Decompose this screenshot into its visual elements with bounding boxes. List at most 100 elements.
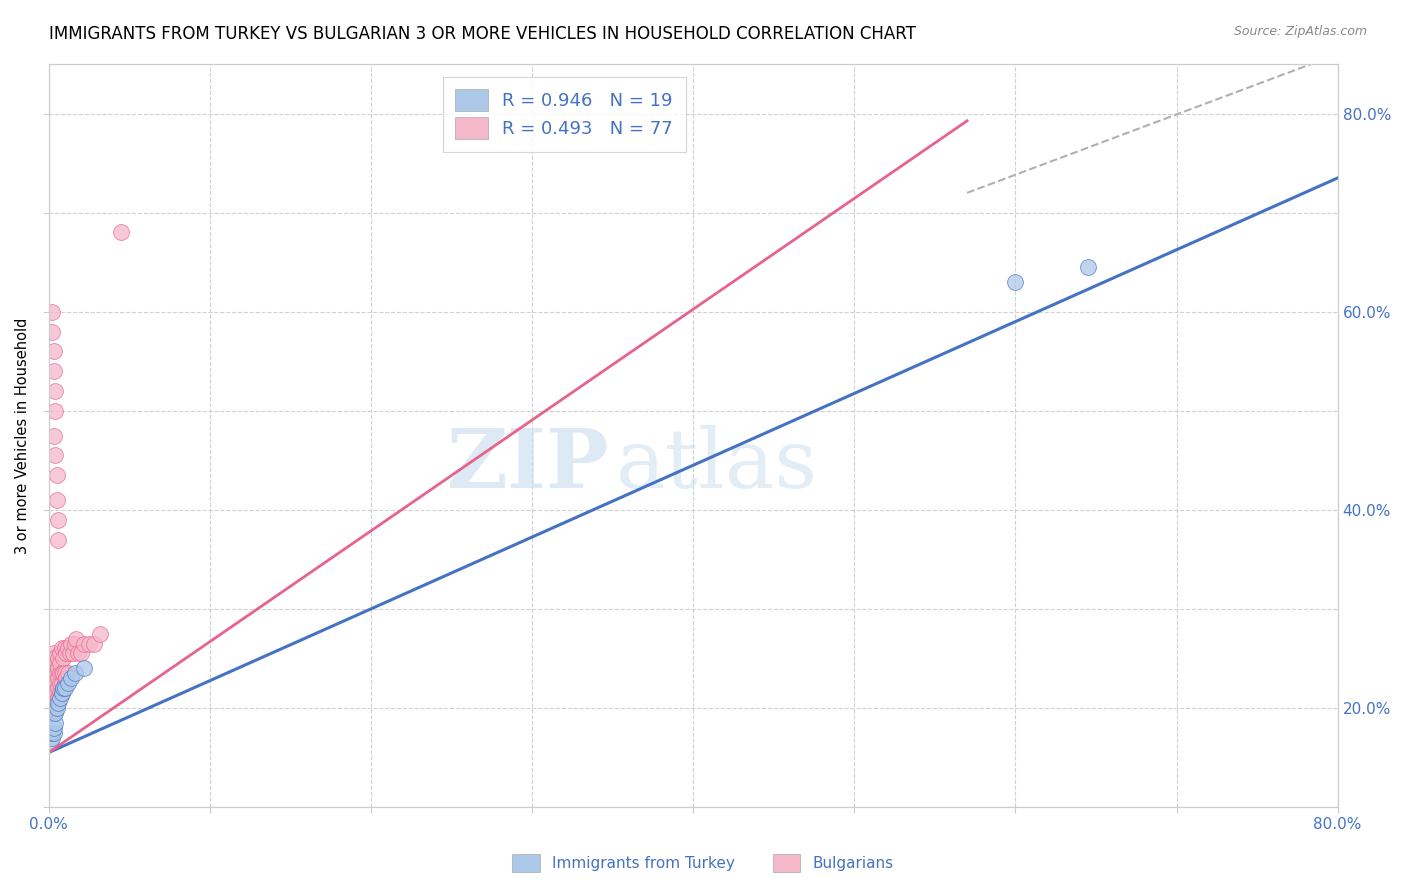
Point	[53, 666, 76, 681]
Text: atlas: atlas	[616, 425, 818, 505]
Point	[45, 666, 67, 681]
Point	[45, 676, 67, 690]
Point	[56, 676, 79, 690]
Point	[65, 632, 87, 646]
Point	[41, 731, 63, 745]
Point	[63, 636, 86, 650]
Point	[44, 384, 66, 398]
Point	[73, 661, 96, 675]
Point	[59, 647, 82, 661]
Point	[55, 647, 77, 661]
Point	[110, 226, 132, 240]
Point	[49, 676, 72, 690]
Point	[56, 666, 79, 681]
Point	[62, 647, 84, 661]
Legend: Immigrants from Turkey, Bulgarians: Immigrants from Turkey, Bulgarians	[505, 846, 901, 880]
Point	[89, 626, 111, 640]
Point	[48, 696, 70, 710]
Text: IMMIGRANTS FROM TURKEY VS BULGARIAN 3 OR MORE VEHICLES IN HOUSEHOLD CORRELATION : IMMIGRANTS FROM TURKEY VS BULGARIAN 3 OR…	[49, 25, 917, 43]
Y-axis label: 3 or more Vehicles in Household: 3 or more Vehicles in Household	[15, 318, 30, 554]
Point	[44, 448, 66, 462]
Point	[53, 641, 76, 656]
Point	[52, 666, 75, 681]
Point	[42, 706, 65, 720]
Point	[41, 725, 63, 739]
Point	[53, 676, 76, 690]
Point	[45, 657, 67, 671]
Text: Source: ZipAtlas.com: Source: ZipAtlas.com	[1233, 25, 1367, 38]
Point	[66, 647, 89, 661]
Point	[60, 671, 83, 685]
Point	[49, 647, 72, 661]
Point	[49, 686, 72, 700]
Point	[51, 666, 73, 681]
Point	[42, 647, 65, 661]
Point	[48, 661, 70, 675]
Point	[39, 686, 62, 700]
Point	[41, 671, 63, 685]
Point	[45, 492, 67, 507]
Point	[83, 636, 105, 650]
Point	[41, 686, 63, 700]
Point	[44, 691, 66, 706]
Point	[70, 647, 93, 661]
Point	[42, 676, 65, 690]
Point	[51, 686, 73, 700]
Point	[45, 468, 67, 483]
Text: ZIP: ZIP	[447, 425, 609, 505]
Point	[52, 681, 75, 695]
Point	[42, 364, 65, 378]
Point	[42, 725, 65, 739]
Point	[41, 651, 63, 665]
Point	[73, 636, 96, 650]
Point	[56, 641, 79, 656]
Point	[53, 681, 76, 695]
Point	[41, 681, 63, 695]
Point	[49, 657, 72, 671]
Point	[48, 533, 70, 547]
Point	[39, 676, 62, 690]
Point	[41, 696, 63, 710]
Point	[51, 641, 73, 656]
Point	[49, 666, 72, 681]
Point	[42, 344, 65, 359]
Point	[42, 428, 65, 442]
Point	[48, 681, 70, 695]
Point	[60, 636, 83, 650]
Point	[39, 736, 62, 750]
Point	[63, 666, 86, 681]
Point	[39, 671, 62, 685]
Point	[44, 706, 66, 720]
Point	[42, 696, 65, 710]
Point	[44, 701, 66, 715]
Point	[44, 681, 66, 695]
Point	[44, 651, 66, 665]
Point	[41, 304, 63, 318]
Point	[42, 686, 65, 700]
Point	[51, 676, 73, 690]
Point	[48, 691, 70, 706]
Point	[49, 691, 72, 706]
Point	[48, 513, 70, 527]
Point	[77, 636, 100, 650]
Point	[52, 651, 75, 665]
Point	[39, 681, 62, 695]
Point	[44, 715, 66, 730]
Point	[44, 661, 66, 675]
Point	[42, 666, 65, 681]
Point	[41, 706, 63, 720]
Point	[42, 721, 65, 735]
Point	[1077, 260, 1099, 274]
Point	[45, 686, 67, 700]
Point	[42, 657, 65, 671]
Point	[51, 686, 73, 700]
Point	[45, 701, 67, 715]
Point	[44, 671, 66, 685]
Point	[44, 403, 66, 417]
Point	[45, 696, 67, 710]
Point	[41, 661, 63, 675]
Point	[55, 671, 77, 685]
Point	[41, 325, 63, 339]
Point	[52, 681, 75, 695]
Point	[48, 671, 70, 685]
